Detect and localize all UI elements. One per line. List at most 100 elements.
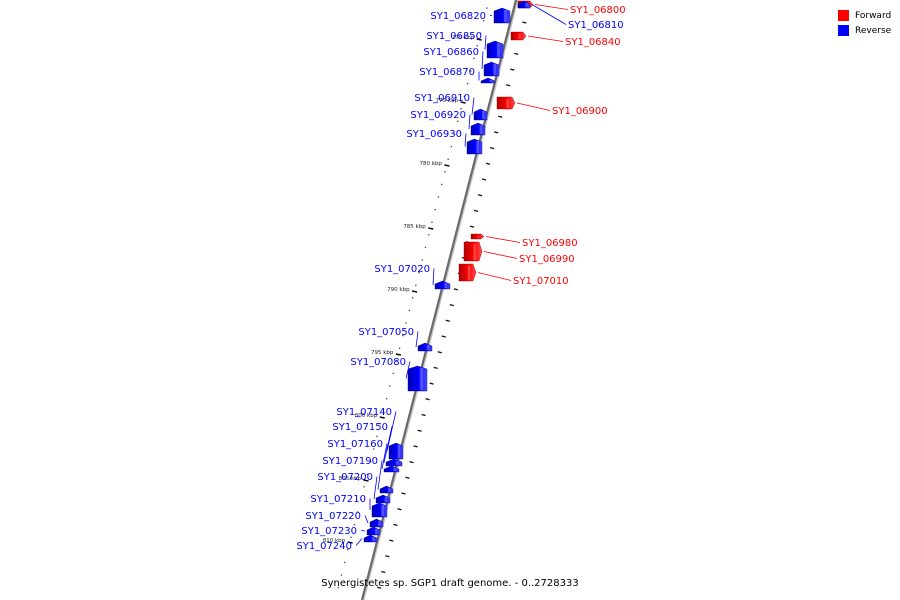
gene-highlight bbox=[375, 529, 378, 534]
gene-reverse-glyph[interactable] bbox=[369, 518, 384, 528]
gene-reverse-glyph[interactable] bbox=[517, 0, 531, 9]
gene-reverse-glyph[interactable] bbox=[379, 485, 394, 494]
gene-reverse-glyph[interactable] bbox=[480, 77, 496, 84]
gene-label[interactable]: SY1_07010 bbox=[513, 276, 569, 287]
gene-feature[interactable] bbox=[379, 485, 394, 494]
gene-reverse-glyph[interactable] bbox=[366, 526, 381, 536]
gene-label[interactable]: SY1_06840 bbox=[565, 37, 621, 48]
gene-label[interactable]: SY1_07080 bbox=[350, 357, 406, 368]
gene-label[interactable]: SY1_06870 bbox=[419, 67, 475, 78]
gene-feature[interactable] bbox=[383, 465, 400, 473]
gene-highlight bbox=[444, 283, 447, 288]
gene-reverse-glyph[interactable] bbox=[388, 442, 404, 460]
scale-tick-label: 770 kbp bbox=[452, 35, 475, 41]
scale-major-tick bbox=[444, 164, 450, 167]
gene-feature[interactable] bbox=[434, 280, 451, 290]
gene-highlight bbox=[419, 368, 424, 390]
gene-reverse-glyph[interactable] bbox=[493, 7, 511, 24]
gene-feature[interactable] bbox=[473, 108, 488, 121]
scale-minor-tick bbox=[405, 322, 407, 324]
gene-feature[interactable] bbox=[388, 442, 404, 460]
gene-feature[interactable] bbox=[470, 233, 485, 240]
gene-reverse-glyph[interactable] bbox=[470, 122, 486, 136]
scale-minor-tick bbox=[466, 82, 469, 85]
gene-feature[interactable] bbox=[385, 458, 403, 467]
gene-leader-line bbox=[534, 4, 569, 10]
gene-reverse-glyph[interactable] bbox=[375, 494, 391, 504]
gene-label[interactable]: SY1_07240 bbox=[296, 541, 352, 552]
gene-label[interactable]: SY1_06850 bbox=[426, 31, 482, 42]
gene-label[interactable]: SY1_06980 bbox=[522, 238, 578, 249]
gene-reverse-glyph[interactable] bbox=[407, 365, 428, 392]
legend-label: Reverse bbox=[855, 25, 892, 36]
gene-label[interactable]: SY1_06810 bbox=[568, 20, 624, 31]
gene-feature[interactable] bbox=[407, 365, 428, 392]
gene-forward-glyph[interactable] bbox=[470, 233, 485, 240]
strand-tick bbox=[397, 508, 402, 511]
gene-label[interactable]: SY1_06900 bbox=[552, 106, 608, 117]
gene-label[interactable]: SY1_06990 bbox=[519, 254, 575, 265]
gene-label[interactable]: SY1_07020 bbox=[374, 264, 430, 275]
gene-label[interactable]: SY1_06920 bbox=[410, 110, 466, 121]
gene-reverse-glyph[interactable] bbox=[434, 280, 451, 290]
gene-reverse-glyph[interactable] bbox=[483, 61, 500, 77]
gene-feature[interactable] bbox=[371, 502, 388, 518]
gene-reverse-glyph[interactable] bbox=[486, 40, 504, 59]
gene-feature[interactable] bbox=[375, 494, 391, 504]
gene-reverse-glyph[interactable] bbox=[473, 108, 488, 121]
gene-label[interactable]: SY1_07210 bbox=[310, 494, 366, 505]
gene-feature[interactable] bbox=[363, 534, 378, 543]
gene-leader-line bbox=[477, 272, 512, 281]
gene-feature[interactable] bbox=[369, 518, 384, 528]
gene-label[interactable]: SY1_06930 bbox=[406, 129, 462, 140]
gene-feature[interactable] bbox=[486, 40, 504, 59]
gene-label[interactable]: SY1_07160 bbox=[327, 439, 383, 450]
scale-major-tick bbox=[379, 416, 385, 419]
gene-highlight bbox=[372, 537, 375, 541]
gene-label[interactable]: SY1_06800 bbox=[570, 5, 626, 16]
gene-leader-line bbox=[355, 538, 363, 546]
gene-reverse-glyph[interactable] bbox=[385, 458, 403, 467]
gene-reverse-glyph[interactable] bbox=[383, 465, 400, 473]
gene-reverse-glyph[interactable] bbox=[466, 138, 483, 155]
gene-label[interactable]: SY1_07150 bbox=[332, 422, 388, 433]
gene-forward-glyph[interactable] bbox=[463, 241, 483, 262]
gene-feature[interactable] bbox=[510, 31, 527, 41]
gene-feature[interactable] bbox=[466, 138, 483, 155]
scale-minor-tick bbox=[360, 498, 362, 501]
gene-label[interactable]: SY1_06820 bbox=[430, 11, 486, 22]
gene-label[interactable]: SY1_07050 bbox=[358, 327, 414, 338]
gene-feature[interactable] bbox=[493, 7, 511, 24]
gene-leader-line bbox=[481, 51, 484, 70]
gene-label[interactable]: SY1_07220 bbox=[305, 511, 361, 522]
scale-minor-tick bbox=[450, 145, 453, 148]
gene-forward-glyph[interactable] bbox=[458, 263, 477, 282]
gene-highlight bbox=[467, 266, 471, 280]
gene-feature[interactable] bbox=[496, 96, 516, 110]
gene-feature[interactable] bbox=[417, 342, 433, 352]
gene-leader-line bbox=[468, 114, 471, 130]
gene-feature[interactable] bbox=[366, 526, 381, 536]
gene-feature[interactable] bbox=[483, 61, 500, 77]
gene-label[interactable]: SY1_07140 bbox=[336, 407, 392, 418]
gene-reverse-glyph[interactable] bbox=[417, 342, 433, 352]
gene-feature[interactable] bbox=[517, 0, 531, 9]
gene-leader-line bbox=[527, 35, 564, 42]
gene-highlight bbox=[397, 445, 401, 458]
gene-label[interactable]: SY1_06910 bbox=[414, 93, 470, 104]
gene-forward-glyph[interactable] bbox=[496, 96, 516, 110]
gene-highlight bbox=[426, 345, 430, 350]
gene-reverse-glyph[interactable] bbox=[363, 534, 378, 543]
gene-feature[interactable] bbox=[463, 241, 483, 262]
gene-label[interactable]: SY1_07200 bbox=[317, 472, 373, 483]
scale-minor-tick bbox=[447, 158, 449, 160]
gene-label[interactable]: SY1_07230 bbox=[301, 526, 357, 537]
gene-feature[interactable] bbox=[470, 122, 486, 136]
gene-forward-glyph[interactable] bbox=[510, 31, 527, 41]
scale-minor-tick bbox=[431, 221, 433, 223]
gene-feature[interactable] bbox=[458, 263, 477, 282]
gene-label[interactable]: SY1_06860 bbox=[423, 47, 479, 58]
gene-reverse-glyph[interactable] bbox=[371, 502, 388, 518]
gene-label[interactable]: SY1_07190 bbox=[322, 456, 378, 467]
gene-feature[interactable] bbox=[480, 77, 496, 84]
